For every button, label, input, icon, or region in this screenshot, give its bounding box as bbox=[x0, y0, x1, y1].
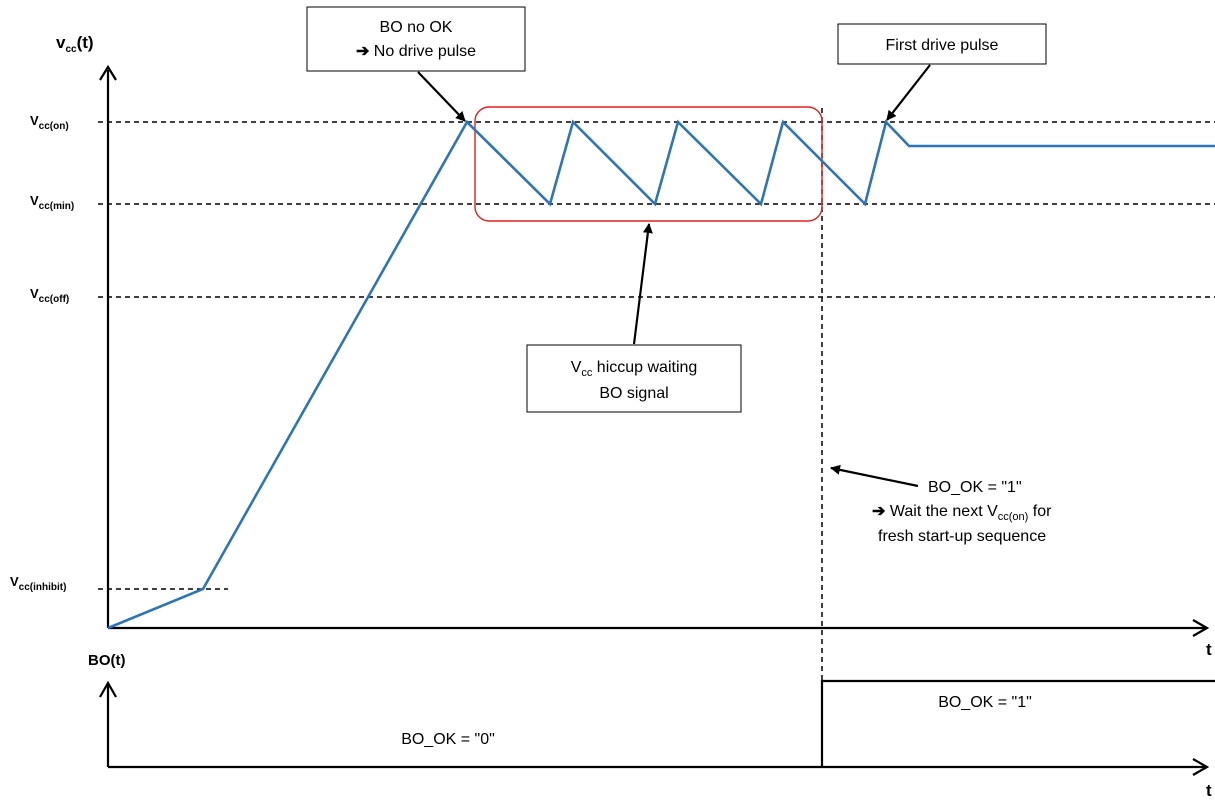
bo-no-ok-arrow bbox=[417, 71, 466, 122]
bo-no-ok-line1: BO no OK bbox=[380, 19, 453, 36]
hiccup-line2: BO signal bbox=[599, 385, 668, 402]
bo-ok-note-line1: BO_OK = "1" bbox=[928, 479, 1022, 496]
vcc-waveform bbox=[107, 119, 1215, 630]
bo-high-label: BO_OK = "1" bbox=[938, 694, 1032, 711]
hiccup-callout bbox=[526, 344, 742, 413]
level-label-vcc-on: Vcc(on) bbox=[30, 113, 69, 132]
bo-signal-line bbox=[820, 679, 1215, 767]
level-label-vcc-off: Vcc(off) bbox=[30, 286, 69, 305]
bo-ok-note-line3: fresh start-up sequence bbox=[878, 528, 1046, 545]
vcc-y-axis bbox=[99, 64, 117, 628]
bottom-time-label: t bbox=[1206, 781, 1212, 800]
bo-time-axis bbox=[108, 758, 1210, 776]
bo-low-label: BO_OK = "0" bbox=[401, 731, 495, 748]
hiccup-line1: Vcc hiccup waiting bbox=[571, 359, 698, 379]
bo-no-ok-callout bbox=[306, 6, 526, 72]
first-drive-pulse-arrow bbox=[886, 64, 931, 121]
top-time-label: t bbox=[1206, 640, 1212, 659]
hiccup-region-box bbox=[474, 106, 823, 222]
bo-y-axis bbox=[99, 680, 117, 767]
vcc-axis-label: vcc(t) bbox=[56, 33, 94, 55]
level-label-vcc-min: Vcc(min) bbox=[30, 193, 74, 212]
level-label-vcc-inhibit: Vcc(inhibit) bbox=[10, 574, 66, 593]
first-drive-pulse-text: First drive pulse bbox=[886, 37, 999, 54]
vcc-time-axis bbox=[108, 619, 1210, 637]
bo-axis-label: BO(t) bbox=[88, 652, 126, 669]
first-drive-pulse-callout bbox=[837, 23, 1047, 65]
bo-ok-note-line2: ➔ Wait the next Vcc(on) for bbox=[872, 503, 1052, 523]
bo-ok-note-arrow bbox=[830, 464, 919, 488]
bo-no-ok-line2: ➔ No drive pulse bbox=[356, 43, 476, 60]
hiccup-arrow bbox=[632, 223, 653, 345]
